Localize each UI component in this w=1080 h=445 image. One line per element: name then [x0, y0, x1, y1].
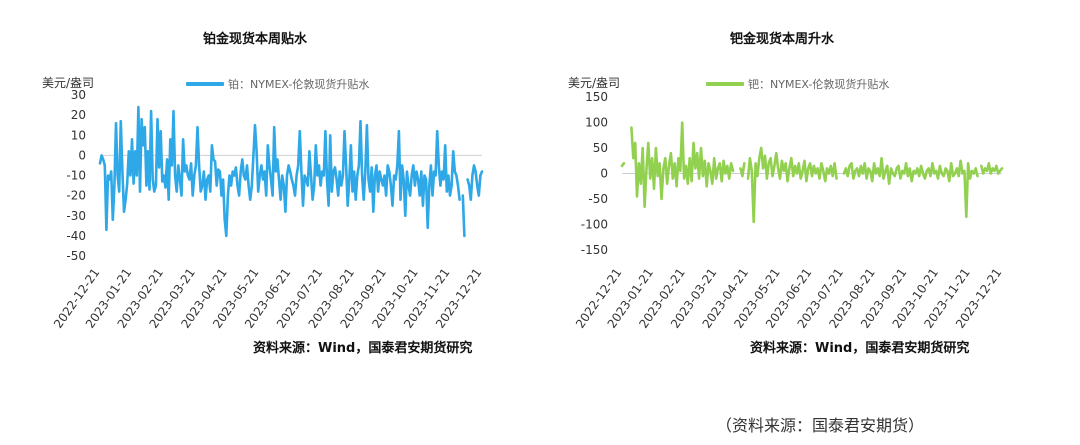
palladium-chart-panel: 钯金现货本周升水 美元/盎司 钯：NYMEX-伦敦现货升贴水 150 100 50 0… — [540, 0, 1080, 445]
legend-label: 钯：NYMEX-伦敦现货升贴水 — [748, 78, 890, 91]
source-label: 资料来源：Wind，国泰君安期货研究 — [750, 341, 970, 356]
y-tick-label: -50 — [588, 192, 608, 206]
chart-title: 铂金现货本周贴水 — [203, 32, 308, 47]
legend: 铂：NYMEX-伦敦现货升贴水 — [186, 76, 369, 92]
source-label: 资料来源：Wind，国泰君安期货研究 — [253, 341, 473, 356]
series-line — [98, 105, 484, 238]
y-tick-label: 150 — [585, 90, 608, 104]
y-tick-label: -40 — [66, 229, 86, 243]
y-tick-label: 20 — [71, 108, 86, 122]
y-tick-label: 0 — [600, 167, 608, 181]
palladium-line-chart: 150100500-50-100-1502022-12-212023-01-21… — [573, 90, 1004, 331]
series-line — [620, 121, 1004, 224]
legend-swatch — [186, 82, 224, 86]
platinum-chart-panel: 铂金现货本周贴水 美元/盎司 铂：NYMEX-伦敦现货升贴水 30 20 10 0 -1… — [42, 32, 484, 356]
y-tick-label: 100 — [585, 116, 608, 130]
legend-label: 铂：NYMEX-伦敦现货升贴水 — [228, 78, 370, 91]
footer-caption: （资料来源：国泰君安期货） — [716, 416, 925, 435]
y-tick-label: 10 — [71, 128, 86, 142]
y-axis-unit-label: 美元/盎司 — [42, 76, 95, 90]
y-tick-label: -20 — [66, 189, 86, 203]
legend-swatch — [706, 82, 744, 86]
y-tick-label: -30 — [66, 209, 86, 223]
y-tick-label: -50 — [66, 249, 86, 263]
platinum-line-chart: 3020100-10-20-30-40-502022-12-212023-01-… — [51, 88, 484, 331]
y-tick-label: 0 — [78, 148, 86, 162]
y-axis-unit-label: 美元/盎司 — [568, 76, 621, 90]
y-tick-label: -10 — [66, 169, 86, 183]
y-tick-label: 30 — [71, 88, 86, 102]
chart-title: 钯金现货本周升水 — [730, 32, 835, 47]
legend: 钯：NYMEX-伦敦现货升贴水 — [706, 76, 889, 92]
y-tick-label: -100 — [581, 218, 608, 232]
y-tick-label: -150 — [581, 243, 608, 257]
y-tick-label: 50 — [593, 141, 608, 155]
